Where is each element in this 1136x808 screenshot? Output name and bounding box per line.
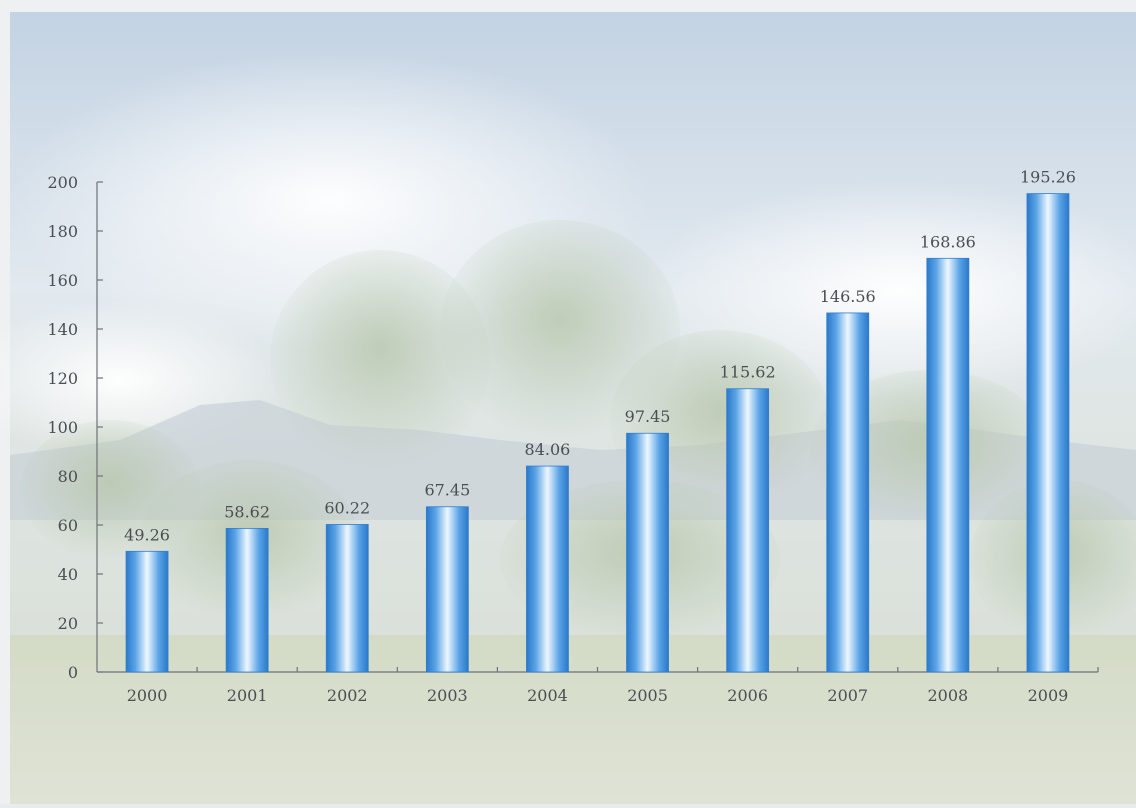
data-label: 146.56 bbox=[820, 287, 876, 306]
data-label: 49.26 bbox=[124, 525, 170, 544]
y-tick-label: 100 bbox=[47, 418, 78, 437]
x-tick-label: 2008 bbox=[927, 686, 968, 705]
y-tick-label: 140 bbox=[47, 320, 78, 339]
y-tick-label: 60 bbox=[58, 516, 78, 535]
bar-2006 bbox=[726, 388, 770, 673]
y-tick-label: 40 bbox=[58, 565, 78, 584]
x-tick-label: 2007 bbox=[827, 686, 868, 705]
x-tick-label: 2002 bbox=[327, 686, 368, 705]
data-label: 115.62 bbox=[720, 363, 776, 382]
y-tick-label: 120 bbox=[47, 369, 78, 388]
bar-2004 bbox=[526, 465, 569, 673]
bar-2002 bbox=[325, 524, 369, 673]
bar-2007 bbox=[826, 312, 870, 673]
y-tick-label: 160 bbox=[47, 271, 78, 290]
x-tick-label: 2004 bbox=[527, 686, 568, 705]
x-tick-label: 2001 bbox=[227, 686, 268, 705]
data-label: 168.86 bbox=[920, 232, 976, 251]
data-label: 58.62 bbox=[224, 502, 270, 521]
y-tick-label: 180 bbox=[47, 222, 78, 241]
bar-2003 bbox=[425, 506, 469, 673]
x-tick-label: 2005 bbox=[627, 686, 668, 705]
y-tick-label: 200 bbox=[47, 173, 78, 192]
data-label: 84.06 bbox=[525, 440, 571, 459]
data-label: 60.22 bbox=[324, 498, 370, 517]
x-tick-label: 2003 bbox=[427, 686, 468, 705]
data-label: 67.45 bbox=[424, 481, 470, 500]
y-tick-label: 20 bbox=[58, 614, 78, 633]
bar-2001 bbox=[225, 527, 269, 673]
bar-2000 bbox=[125, 550, 169, 673]
x-tick-label: 2000 bbox=[127, 686, 168, 705]
data-label: 97.45 bbox=[625, 407, 671, 426]
x-tick-label: 2009 bbox=[1028, 686, 1069, 705]
x-tick-label: 2006 bbox=[727, 686, 768, 705]
y-tick-label: 0 bbox=[68, 663, 78, 682]
bars bbox=[125, 193, 1070, 673]
data-label: 195.26 bbox=[1020, 168, 1076, 187]
bar-2009 bbox=[1026, 193, 1070, 673]
value-labels: 49.26 58.62 60.22 67.45 84.06 97.45 115.62 146.… bbox=[124, 168, 1076, 545]
y-tick-label: 80 bbox=[58, 467, 78, 486]
bar-2005 bbox=[626, 432, 669, 673]
bar-2008 bbox=[926, 257, 970, 673]
